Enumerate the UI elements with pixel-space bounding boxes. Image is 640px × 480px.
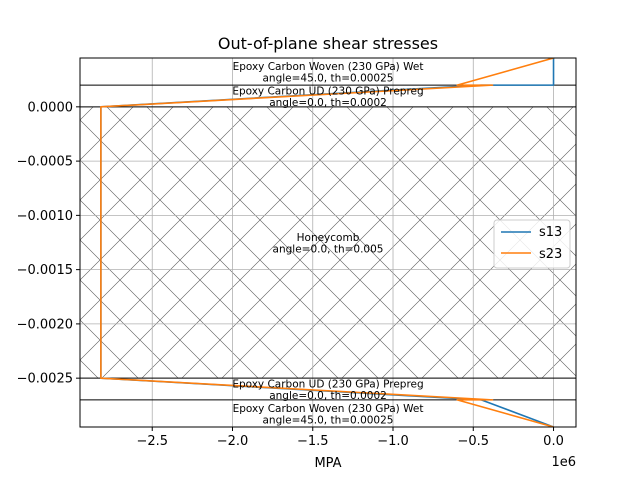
layer-name-0: Epoxy Carbon Woven (230 GPa) Wet bbox=[233, 61, 424, 73]
layer-name-2: Honeycomb bbox=[297, 232, 360, 244]
x-tick-label-4: −0.5 bbox=[457, 434, 489, 449]
layer-name-4: Epoxy Carbon Woven (230 GPa) Wet bbox=[233, 403, 424, 415]
chart-title: Out-of-plane shear stresses bbox=[218, 34, 438, 53]
grid bbox=[80, 58, 576, 427]
y-tick-label-5: −0.0025 bbox=[17, 372, 73, 387]
layer-detail-0: angle=45.0, th=0.00025 bbox=[263, 73, 394, 85]
legend: s13 s23 bbox=[493, 219, 571, 269]
legend-label-s13: s13 bbox=[539, 225, 562, 240]
x-axis-multiplier: 1e6 bbox=[551, 455, 576, 470]
layer-detail-1: angle=0.0, th=0.0002 bbox=[269, 97, 387, 109]
x-tick-label-0: −2.5 bbox=[136, 434, 168, 449]
y-tick-label-0: 0.0000 bbox=[28, 100, 74, 115]
plot-frame bbox=[79, 57, 577, 428]
layer-name-3: Epoxy Carbon UD (230 GPa) Prepreg bbox=[232, 379, 423, 391]
x-axis-ticks: −2.5 −2.0 −1.5 −1.0 −0.5 0.0 bbox=[136, 427, 564, 449]
layer-name-1: Epoxy Carbon UD (230 GPa) Prepreg bbox=[232, 85, 423, 97]
y-tick-label-3: −0.0015 bbox=[17, 263, 73, 278]
y-tick-label-4: −0.0020 bbox=[17, 317, 73, 332]
x-tick-label-1: −2.0 bbox=[217, 434, 249, 449]
data-series bbox=[100, 58, 555, 427]
y-tick-label-2: −0.0010 bbox=[17, 209, 73, 224]
x-tick-label-2: −1.5 bbox=[297, 434, 329, 449]
y-tick-label-1: −0.0005 bbox=[17, 155, 73, 170]
x-tick-label-5: 0.0 bbox=[543, 434, 564, 449]
layer-hatch-2 bbox=[80, 106, 576, 379]
legend-label-s23: s23 bbox=[539, 247, 562, 262]
x-axis-label: MPA bbox=[314, 456, 341, 471]
layer-detail-4: angle=45.0, th=0.00025 bbox=[263, 414, 394, 426]
x-tick-label-3: −1.0 bbox=[377, 434, 409, 449]
ply-labels: Epoxy Carbon Woven (230 GPa) Wetangle=45… bbox=[232, 61, 423, 426]
layer-detail-2: angle=0.0, th=0.005 bbox=[273, 244, 384, 256]
y-axis-ticks: 0.0000 −0.0005 −0.0010 −0.0015 −0.0020 −0.002… bbox=[17, 100, 80, 387]
layer-detail-3: angle=0.0, th=0.0002 bbox=[269, 390, 387, 402]
plot-area bbox=[80, 58, 576, 427]
series-line-s23 bbox=[100, 58, 554, 427]
honeycomb-hatch bbox=[80, 106, 576, 379]
